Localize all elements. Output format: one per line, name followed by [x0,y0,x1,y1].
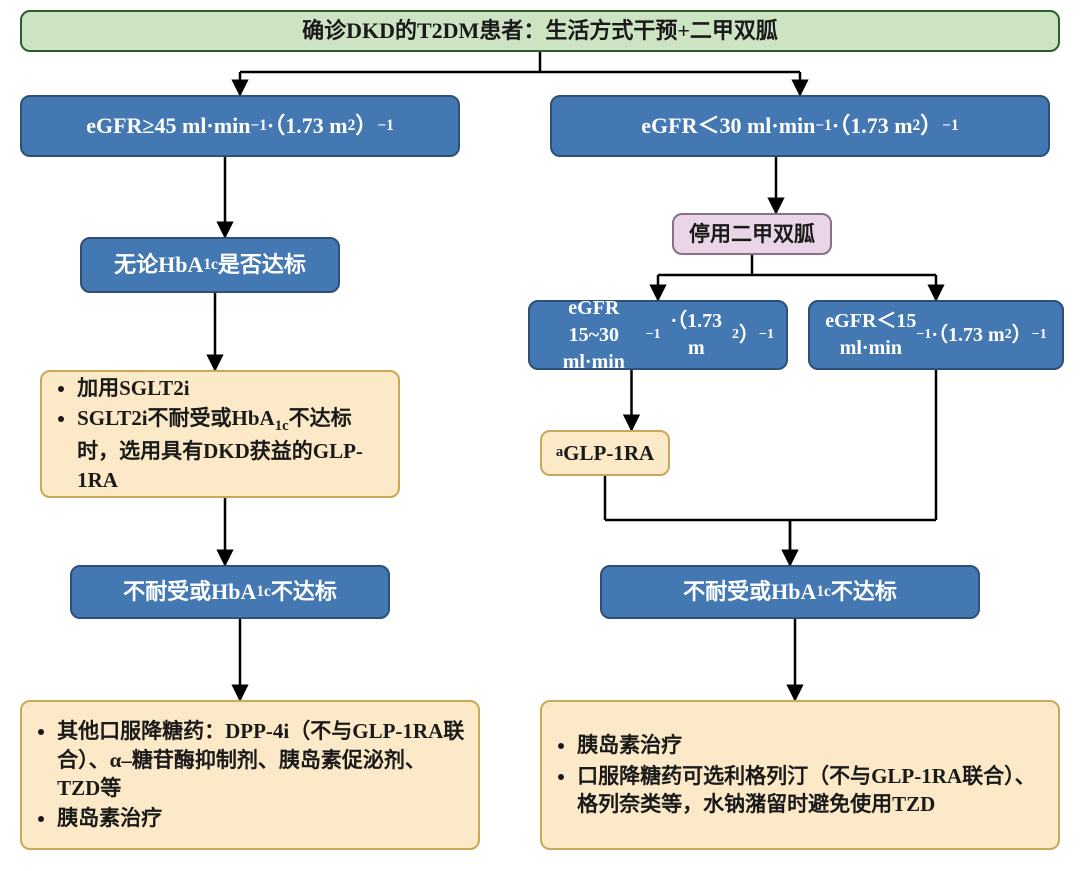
node-intolerant_left: 不耐受或HbA1c不达标 [70,565,390,619]
node-bottom_left: 其他口服降糖药：DPP-4i（不与GLP-1RA联合）、α–糖苷酶抑制剂、胰岛素… [20,700,480,850]
node-hba1c: 无论HbA1c是否达标 [80,237,340,293]
node-stop_metformin: 停用二甲双胍 [672,213,832,255]
node-egfr_1530: eGFR 15~30ml·min−1·（1.73 m2）−1 [528,300,788,370]
node-right_branch: eGFR＜30 ml·min−1·（1.73 m2）−1 [550,95,1050,157]
flowchart-canvas: 确诊DKD的T2DM患者：生活方式干预+二甲双胍 eGFR≥45 ml·min−1… [0,0,1080,871]
node-intolerant_right: 不耐受或HbA1c不达标 [600,565,980,619]
node-top: 确诊DKD的T2DM患者：生活方式干预+二甲双胍 [20,10,1060,52]
node-egfr_lt15: eGFR＜15ml·min−1·（1.73 m2）−1 [808,300,1064,370]
node-sglt2i: 加用SGLT2iSGLT2i不耐受或HbA1c不达标时，选用具有DKD获益的GL… [40,370,400,498]
node-left_branch: eGFR≥45 ml·min−1·（1.73 m2）−1 [20,95,460,157]
node-glp1ra: aGLP-1RA [540,430,670,476]
node-bottom_right: 胰岛素治疗口服降糖药可选利格列汀（不与GLP-1RA联合）、格列奈类等，水钠潴留… [540,700,1060,850]
